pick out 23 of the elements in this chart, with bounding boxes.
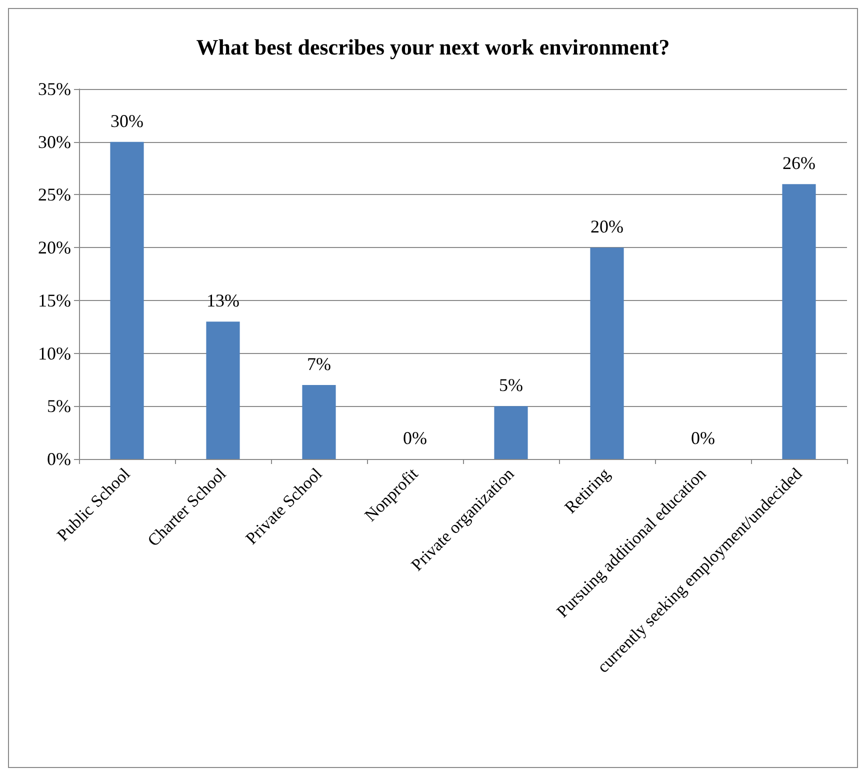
bar [110,142,144,459]
data-label: 5% [499,375,523,396]
chart-title: What best describes your next work environment? [196,34,670,60]
data-label: 13% [206,290,240,311]
data-label: 0% [691,428,715,448]
bar [494,406,528,459]
y-tick-label: 10% [38,343,71,364]
bar [206,322,240,459]
y-tick-label: 35% [38,79,71,99]
data-label: 0% [403,428,427,448]
y-tick-label: 30% [38,132,71,152]
y-tick-label: 25% [38,184,71,205]
data-label: 30% [110,110,144,131]
data-label: 20% [590,216,624,237]
data-label: 26% [782,153,816,174]
y-tick-label: 20% [38,238,71,258]
bar [590,248,624,459]
y-tick-label: 0% [47,449,71,469]
bar [302,385,336,459]
y-tick-label: 5% [47,396,71,416]
data-label: 7% [307,354,331,374]
y-tick-label: 15% [38,290,71,310]
bar [782,184,816,459]
